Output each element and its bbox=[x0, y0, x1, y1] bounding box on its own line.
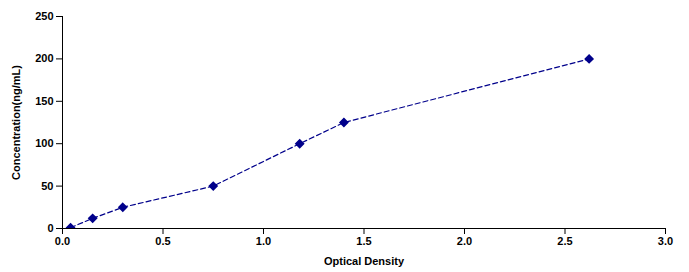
svg-text:50: 50 bbox=[41, 180, 53, 192]
svg-text:1.5: 1.5 bbox=[356, 235, 371, 247]
svg-text:Concentration(ng/mL): Concentration(ng/mL) bbox=[10, 65, 22, 180]
svg-text:3.0: 3.0 bbox=[658, 235, 673, 247]
svg-text:200: 200 bbox=[35, 52, 53, 64]
svg-text:100: 100 bbox=[35, 137, 53, 149]
svg-text:0.5: 0.5 bbox=[155, 235, 170, 247]
svg-text:250: 250 bbox=[35, 10, 53, 22]
svg-text:150: 150 bbox=[35, 95, 53, 107]
svg-text:0: 0 bbox=[47, 222, 53, 234]
svg-text:Optical Density: Optical Density bbox=[324, 255, 405, 267]
svg-text:2.0: 2.0 bbox=[457, 235, 472, 247]
svg-text:0.0: 0.0 bbox=[55, 235, 70, 247]
svg-text:1.0: 1.0 bbox=[256, 235, 271, 247]
svg-text:2.5: 2.5 bbox=[557, 235, 572, 247]
